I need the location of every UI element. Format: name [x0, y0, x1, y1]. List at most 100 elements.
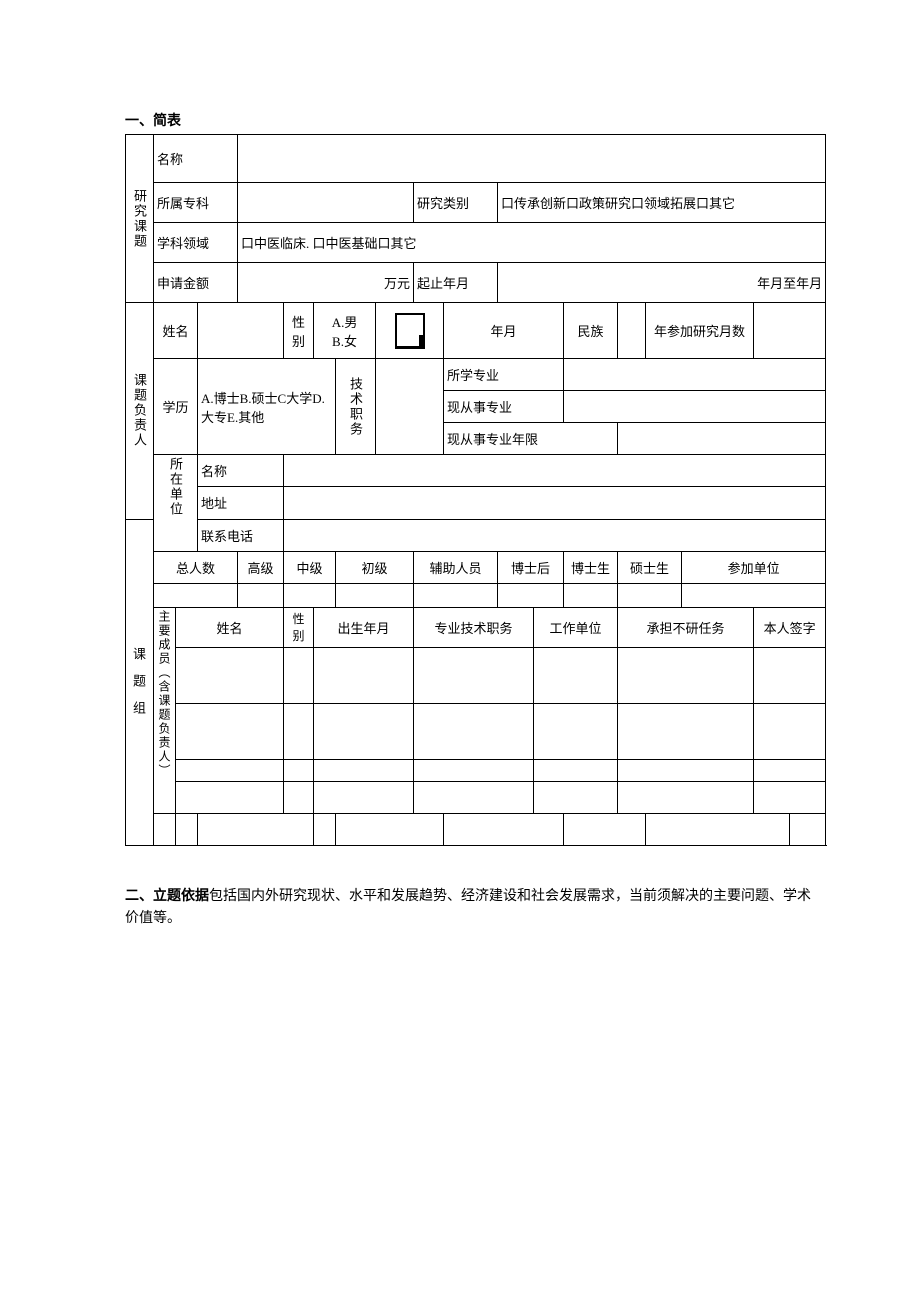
months-label: 年参加研究月数: [646, 303, 754, 359]
m5-tech[interactable]: [444, 813, 564, 845]
m5-unit[interactable]: [564, 813, 646, 845]
period-label: 起止年月: [414, 263, 498, 303]
section-2-body: 包括国内外研究现状、水平和发展趋势、经济建设和社会发展需求，当前须解决的主要问题…: [125, 889, 811, 926]
photo-cell: [376, 303, 444, 359]
unit-phone-value[interactable]: [284, 519, 826, 551]
col-birth: 出生年月: [314, 607, 414, 647]
m2-tech[interactable]: [414, 703, 534, 759]
partner-value[interactable]: [682, 583, 826, 607]
group-side-3: 组: [131, 701, 146, 728]
unit-addr-label: 地址: [198, 487, 284, 519]
group-side-cell: 课题组: [126, 519, 154, 845]
leader-name-value[interactable]: [198, 303, 284, 359]
m4-birth[interactable]: [314, 781, 414, 813]
m5-side: [154, 813, 176, 845]
research-type-options[interactable]: 口传承创新口政策研究口领域拓展口其它: [498, 183, 826, 223]
field-label: 学科领域: [154, 223, 238, 263]
photo-icon: [395, 313, 425, 349]
m2-unit[interactable]: [534, 703, 618, 759]
specialty-label: 所属专科: [154, 183, 238, 223]
members-side-cont: [154, 781, 176, 813]
amount-unit[interactable]: 万元: [238, 263, 414, 303]
ethnicity-value[interactable]: [618, 303, 646, 359]
m3-birth[interactable]: [314, 759, 414, 781]
unit-addr-value[interactable]: [284, 487, 826, 519]
specialty-value[interactable]: [238, 183, 414, 223]
m4-tech[interactable]: [414, 781, 534, 813]
m1-sign[interactable]: [754, 647, 826, 703]
m4-name[interactable]: [176, 781, 284, 813]
major-years-label: 现从事专业年限: [444, 423, 618, 455]
postdoc-label: 博士后: [498, 551, 564, 583]
senior-value[interactable]: [238, 583, 284, 607]
major-years-value[interactable]: [618, 423, 826, 455]
m4-unit[interactable]: [534, 781, 618, 813]
months-value[interactable]: [754, 303, 826, 359]
m3-name[interactable]: [176, 759, 284, 781]
m1-name[interactable]: [176, 647, 284, 703]
gender-options[interactable]: A.男 B.女: [314, 303, 376, 359]
topic-name-label: 名称: [154, 135, 238, 183]
postdoc-value[interactable]: [498, 583, 564, 607]
research-type-label: 研究类别: [414, 183, 498, 223]
total-label: 总人数: [154, 551, 238, 583]
m2-gender[interactable]: [284, 703, 314, 759]
amount-label: 申请金额: [154, 263, 238, 303]
m2-birth[interactable]: [314, 703, 414, 759]
col-tech: 专业技术职务: [414, 607, 534, 647]
m1-birth[interactable]: [314, 647, 414, 703]
main-form-table: 研究课题 名称 所属专科 研究类别 口传承创新口政策研究口领域拓展口其它 学科领…: [125, 134, 826, 846]
m2-name[interactable]: [176, 703, 284, 759]
major-studied-value[interactable]: [564, 359, 826, 391]
topic-name-value[interactable]: [238, 135, 826, 183]
m5-birth[interactable]: [336, 813, 444, 845]
section-1-title: 一、简表: [125, 110, 820, 130]
m4-task[interactable]: [618, 781, 754, 813]
section-2-prefix: 二、立题依据: [125, 889, 209, 904]
m5-side2: [176, 813, 198, 845]
leader-name-label: 姓名: [154, 303, 198, 359]
m2-sign[interactable]: [754, 703, 826, 759]
junior-label: 初级: [336, 551, 414, 583]
junior-value[interactable]: [336, 583, 414, 607]
m4-sign[interactable]: [754, 781, 826, 813]
m5-sign[interactable]: [790, 813, 826, 845]
col-name: 姓名: [176, 607, 284, 647]
m3-gender[interactable]: [284, 759, 314, 781]
unit-side-label: 所在单位: [154, 455, 198, 520]
m3-tech[interactable]: [414, 759, 534, 781]
m1-unit[interactable]: [534, 647, 618, 703]
m5-gender[interactable]: [314, 813, 336, 845]
partner-label: 参加单位: [682, 551, 826, 583]
m4-gender[interactable]: [284, 781, 314, 813]
m3-task[interactable]: [618, 759, 754, 781]
m1-tech[interactable]: [414, 647, 534, 703]
mid-value[interactable]: [284, 583, 336, 607]
topic-side-label: 研究课题: [126, 135, 154, 303]
m3-unit[interactable]: [534, 759, 618, 781]
unit-name-label: 名称: [198, 455, 284, 487]
tech-title-value[interactable]: [376, 359, 444, 455]
master-value[interactable]: [618, 583, 682, 607]
phd-value[interactable]: [564, 583, 618, 607]
education-options[interactable]: A.博士B.硕士C大学D.大专E.其他: [198, 359, 336, 455]
tech-title-label: 技术职务: [336, 359, 376, 455]
total-value[interactable]: [154, 583, 238, 607]
m1-gender[interactable]: [284, 647, 314, 703]
section-2-text: 二、立题依据包括国内外研究现状、水平和发展趋势、经济建设和社会发展需求，当前须解…: [125, 886, 820, 931]
m2-task[interactable]: [618, 703, 754, 759]
major-current-label: 现从事专业: [444, 391, 564, 423]
major-current-value[interactable]: [564, 391, 826, 423]
period-value[interactable]: 年月至年月: [498, 263, 826, 303]
mid-label: 中级: [284, 551, 336, 583]
m5-task[interactable]: [646, 813, 790, 845]
col-unit: 工作单位: [534, 607, 618, 647]
assist-value[interactable]: [414, 583, 498, 607]
members-side-label: 主要成员︵含课题负责人︶: [154, 607, 176, 781]
m3-sign[interactable]: [754, 759, 826, 781]
field-options[interactable]: 口中医临床. 口中医基础口其它: [238, 223, 826, 263]
education-label: 学历: [154, 359, 198, 455]
m5-name[interactable]: [198, 813, 314, 845]
m1-task[interactable]: [618, 647, 754, 703]
unit-name-value[interactable]: [284, 455, 826, 487]
